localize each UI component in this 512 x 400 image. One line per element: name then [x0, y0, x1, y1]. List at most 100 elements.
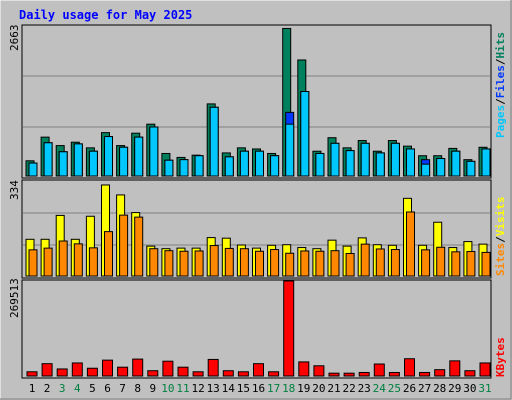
bar-sites: [209, 245, 219, 277]
bar-pages: [481, 148, 491, 177]
bar-pages: [300, 91, 310, 177]
bar-pages: [164, 159, 174, 177]
legend-kbytes: KBytes: [494, 337, 507, 377]
bar-sites: [239, 248, 249, 277]
legend-separator: /: [494, 58, 507, 65]
bar-pages: [375, 152, 385, 177]
bar-kbytes: [71, 362, 83, 377]
x-tick-label: 22: [342, 382, 355, 395]
bar-sites: [315, 250, 325, 277]
bar-kbytes: [192, 371, 204, 377]
x-tick-label: 21: [327, 382, 340, 395]
bar-sites: [179, 250, 189, 277]
legend-files: Files: [494, 65, 507, 98]
bar-sites: [481, 251, 491, 277]
bar-sites: [345, 253, 355, 277]
bar-sites: [300, 250, 310, 277]
bar-kbytes: [449, 360, 461, 377]
x-tick-label: 13: [207, 382, 220, 395]
bar-kbytes: [207, 358, 219, 377]
bar-kbytes: [132, 358, 144, 377]
bar-sites: [119, 214, 129, 277]
panel-kbytes-ymax-label: 269513: [8, 278, 21, 318]
bar-sites: [360, 243, 370, 277]
x-tick-label: 19: [297, 382, 310, 395]
bar-pages: [466, 160, 476, 177]
legend-visits: Visits: [494, 197, 507, 237]
x-tick-label: 30: [463, 382, 476, 395]
x-tick-label: 6: [104, 382, 111, 395]
x-tick-label: 9: [149, 382, 156, 395]
bar-kbytes: [237, 371, 249, 377]
x-tick-label: 17: [267, 382, 280, 395]
bar-pages: [134, 136, 144, 177]
bar-pages: [209, 106, 219, 177]
bar-pages: [88, 150, 98, 177]
x-tick-label: 1: [29, 382, 36, 395]
panel-hits-ymax-label: 2663: [8, 25, 21, 52]
legend-hits-files-pages: Pages/Files/Hits: [494, 32, 507, 138]
bar-pages: [28, 162, 38, 177]
bar-sites: [406, 211, 415, 277]
bar-pages: [119, 146, 129, 177]
bar-sites: [285, 252, 295, 277]
bar-kbytes: [313, 365, 325, 377]
bar-kbytes: [56, 368, 68, 377]
legend-separator: /: [494, 98, 507, 105]
bar-sites: [270, 249, 280, 277]
bar-sites: [73, 243, 83, 277]
legend-sites: Sites: [494, 243, 507, 276]
bar-pages: [360, 142, 370, 177]
legend-hits: Hits: [494, 32, 507, 59]
bar-pages: [255, 150, 264, 177]
bar-pages: [270, 155, 280, 177]
bar-kbytes: [479, 362, 491, 377]
bar-kbytes: [404, 358, 415, 377]
bar-kbytes: [41, 363, 53, 377]
bar-sites: [421, 249, 431, 277]
bar-sites: [134, 216, 144, 277]
bar-kbytes: [343, 372, 355, 377]
x-tick-label: 16: [252, 382, 265, 395]
bar-sites: [88, 247, 98, 277]
bar-sites: [149, 248, 159, 277]
bar-kbytes: [464, 370, 476, 377]
bar-kbytes: [86, 367, 98, 377]
bar-pages: [406, 148, 415, 177]
x-tick-label: 18: [282, 382, 295, 395]
x-tick-label: 27: [418, 382, 431, 395]
x-tick-label: 2: [44, 382, 51, 395]
bar-kbytes: [162, 360, 174, 377]
x-axis-labels: 1 2 3 4 5 6 7 8 9 10 11 12 13 14 15 16 17 18 19 20 21 22 23 24 2…: [29, 382, 492, 395]
bar-pages: [345, 150, 355, 177]
bar-sites: [104, 231, 113, 277]
bar-kbytes: [26, 371, 38, 377]
bar-kbytes: [434, 369, 446, 377]
bar-kbytes: [298, 361, 310, 377]
x-tick-label: 4: [74, 382, 81, 395]
bar-sites: [375, 248, 385, 277]
x-tick-label: 28: [433, 382, 446, 395]
legend-pages: Pages: [494, 105, 507, 138]
bar-pages: [436, 158, 446, 177]
x-tick-label: 15: [237, 382, 250, 395]
bar-sites: [224, 247, 234, 277]
bar-kbytes: [419, 371, 431, 377]
x-tick-label: 24: [373, 382, 387, 395]
bar-sites: [390, 249, 400, 277]
bar-pages: [421, 163, 431, 177]
bar-sites: [43, 247, 53, 277]
x-tick-label: 5: [89, 382, 96, 395]
panel-visits-ymax-label: 334: [8, 180, 21, 200]
x-tick-label: 12: [191, 382, 204, 395]
bar-pages: [239, 150, 249, 177]
bar-sites: [255, 250, 264, 277]
x-tick-label: 14: [222, 382, 236, 395]
bar-sites: [451, 251, 461, 277]
bar-pages: [451, 150, 461, 177]
bar-pages: [224, 156, 234, 177]
bar-kbytes: [358, 371, 370, 377]
bar-sites: [58, 240, 68, 277]
bar-sites: [436, 246, 446, 277]
